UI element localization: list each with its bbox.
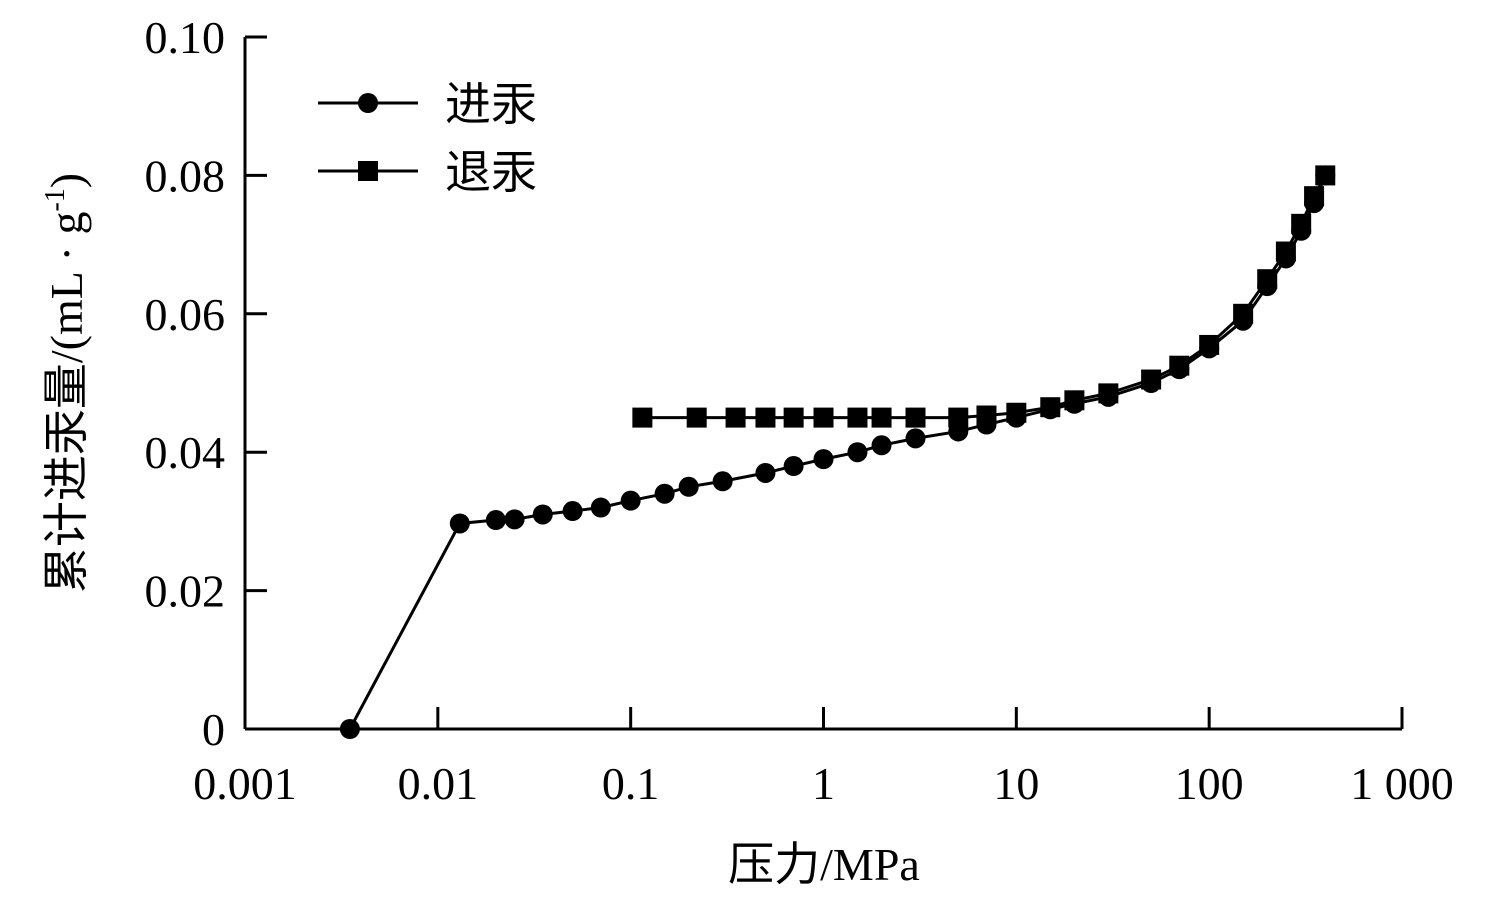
data-point	[847, 407, 868, 428]
y-tick-label: 0	[202, 704, 225, 755]
x-tick-label: 0.1	[602, 758, 660, 809]
data-point	[532, 504, 553, 525]
y-tick-label: 0.02	[145, 566, 226, 617]
x-tick-label: 100	[1175, 758, 1244, 809]
data-point	[871, 435, 892, 456]
legend-label: 退汞	[445, 147, 537, 198]
y-axis-label: 累计进汞量/(mL · g-1)	[40, 173, 92, 593]
data-point	[632, 407, 653, 428]
y-tick-label: 0.06	[145, 289, 226, 340]
data-point	[504, 509, 525, 530]
legend-label: 进汞	[445, 79, 537, 130]
data-point	[1199, 334, 1220, 355]
x-axis-label: 压力/MPa	[728, 839, 920, 890]
data-point	[725, 407, 746, 428]
legend-marker-circle	[358, 93, 378, 113]
data-point	[1315, 165, 1336, 186]
data-point	[339, 719, 360, 739]
data-point	[847, 442, 868, 463]
data-point	[712, 471, 733, 492]
data-point	[654, 483, 675, 504]
x-tick-label: 0.01	[398, 758, 479, 809]
data-point	[1006, 402, 1027, 423]
data-point	[813, 407, 834, 428]
x-tick-label: 1	[812, 758, 835, 809]
data-point	[1040, 397, 1061, 418]
data-point	[976, 405, 997, 426]
data-point	[905, 407, 926, 428]
y-tick-label: 0.08	[145, 150, 226, 201]
y-axis-label-superscript: -1	[40, 188, 71, 211]
data-point	[783, 407, 804, 428]
data-point	[1141, 369, 1162, 390]
data-point	[783, 456, 804, 477]
data-point	[1304, 186, 1325, 207]
x-tick-label: 1 000	[1350, 758, 1454, 809]
series-line	[642, 174, 1327, 420]
y-tick-label: 0.10	[145, 12, 226, 63]
data-point	[1169, 355, 1190, 376]
data-point	[905, 428, 926, 449]
series-2	[632, 165, 1336, 428]
legend-marker-square	[358, 161, 378, 181]
data-point	[620, 490, 641, 511]
x-tick-label: 0.001	[193, 758, 297, 809]
data-point	[1233, 303, 1254, 324]
axes: 0.001 0.01 0.1 1 10 100 1 000 0 0.02 0.04 0.06 0.08…	[145, 12, 1454, 809]
data-point	[948, 407, 969, 428]
series-1	[339, 165, 1336, 739]
data-point	[485, 510, 506, 531]
series-layer	[339, 165, 1336, 739]
x-tick-label: 10	[993, 758, 1039, 809]
data-point	[678, 476, 699, 497]
data-point	[1257, 269, 1278, 290]
data-point	[871, 407, 892, 428]
data-point	[755, 462, 776, 483]
data-point	[1275, 241, 1296, 262]
data-point	[813, 449, 834, 470]
data-point	[1291, 213, 1312, 234]
data-point	[1064, 390, 1085, 411]
y-tick-label: 0.04	[145, 427, 226, 478]
data-point	[1098, 383, 1119, 404]
data-point	[562, 501, 583, 522]
data-point	[590, 497, 611, 518]
data-point	[686, 407, 707, 428]
series-line	[348, 174, 1327, 730]
data-point	[449, 513, 470, 534]
data-point	[755, 407, 776, 428]
